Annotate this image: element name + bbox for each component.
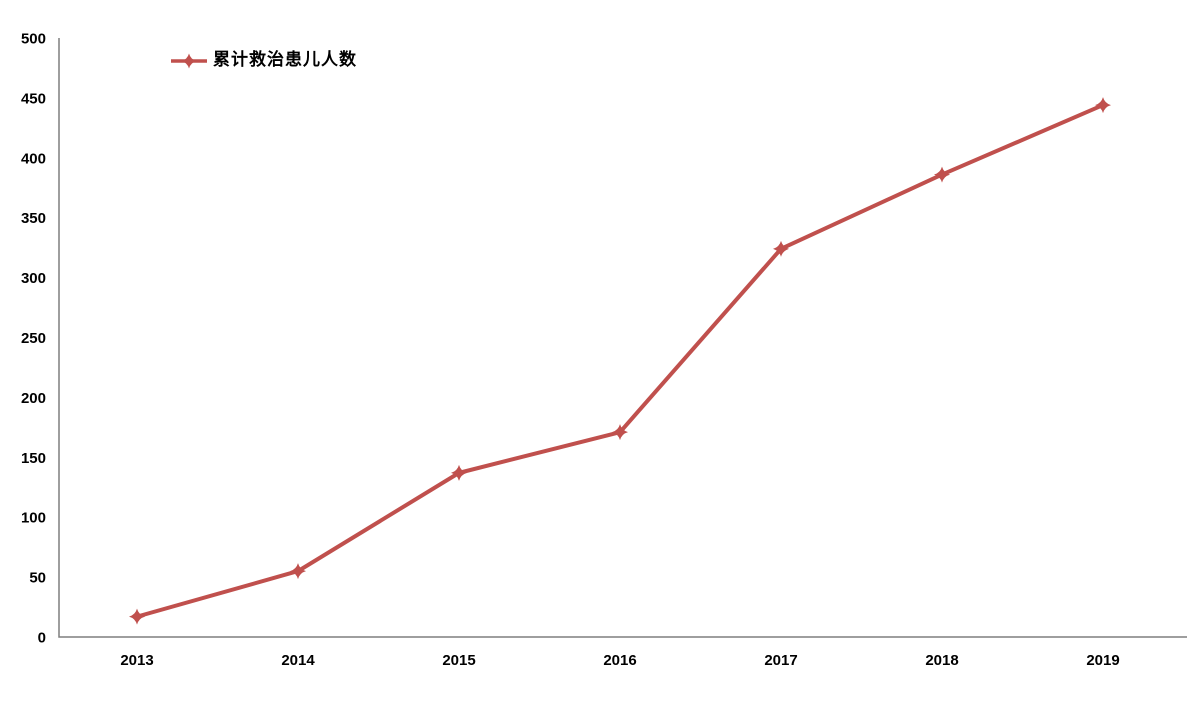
y-tick-label: 150 bbox=[21, 450, 46, 467]
data-point-marker bbox=[773, 240, 789, 257]
x-tick-label: 2017 bbox=[764, 652, 797, 669]
axis-lines bbox=[58, 38, 1187, 638]
y-tick-label: 0 bbox=[38, 630, 46, 647]
y-tick-label: 250 bbox=[21, 330, 46, 347]
data-point-marker bbox=[451, 464, 467, 481]
x-tick-label: 2014 bbox=[281, 652, 315, 669]
y-tick-label: 500 bbox=[21, 31, 46, 48]
x-tick-label: 2016 bbox=[603, 652, 636, 669]
x-tick-label: 2013 bbox=[120, 652, 153, 669]
y-tick-label: 50 bbox=[29, 570, 46, 587]
data-point-marker bbox=[934, 166, 950, 183]
legend-label: 累计救治患儿人数 bbox=[213, 50, 357, 70]
legend-line-marker-icon bbox=[171, 53, 207, 68]
y-tick-label: 350 bbox=[21, 210, 46, 227]
y-tick-label: 200 bbox=[21, 390, 46, 407]
x-tick-label: 2019 bbox=[1086, 652, 1119, 669]
y-tick-label: 450 bbox=[21, 90, 46, 107]
data-point-marker bbox=[290, 563, 306, 580]
data-point-marker bbox=[612, 424, 628, 441]
x-tick-label: 2018 bbox=[925, 652, 958, 669]
data-point-marker bbox=[129, 608, 145, 625]
legend: 累计救治患儿人数 bbox=[170, 52, 357, 69]
y-tick-label: 300 bbox=[21, 270, 46, 287]
x-tick-label: 2015 bbox=[442, 652, 475, 669]
y-tick-label: 400 bbox=[21, 150, 46, 167]
y-tick-label: 100 bbox=[21, 510, 46, 527]
data-point-marker bbox=[1095, 97, 1111, 114]
series-line bbox=[135, 103, 1105, 619]
